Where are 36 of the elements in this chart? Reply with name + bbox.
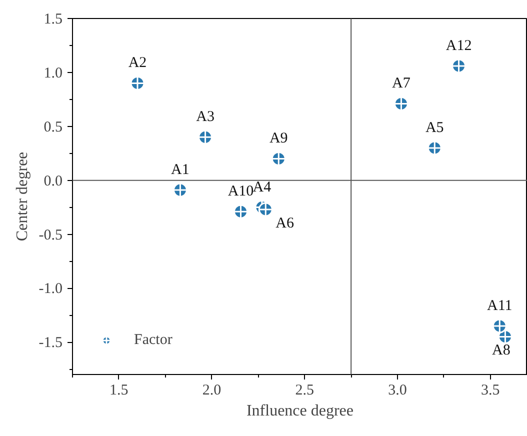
annotation: A1 (171, 162, 190, 178)
annotation: A6 (276, 215, 294, 232)
annotation: A10 (228, 184, 254, 200)
legend-label: Factor (134, 332, 172, 348)
x-tick-label: 3.5 (480, 382, 500, 398)
y-tick-label: -1.5 (38, 335, 63, 352)
y-tick-label: -0.5 (38, 227, 63, 244)
x-tick-label: 3.0 (388, 382, 407, 398)
point (258, 202, 273, 217)
annotation: A11 (487, 298, 512, 314)
y-tick-label: -1.0 (38, 281, 63, 298)
point (234, 204, 248, 219)
annotation: A7 (392, 76, 411, 92)
y-tick-label: 1.0 (44, 65, 62, 82)
x-tick-label: 1.5 (110, 382, 128, 398)
y-tick-label: 0.5 (44, 119, 62, 136)
annotation: A5 (425, 120, 444, 136)
point (427, 140, 442, 156)
point (492, 318, 507, 334)
x-tick-label: 2.5 (295, 382, 314, 398)
annotation: A12 (446, 38, 472, 54)
annotation: A2 (128, 55, 147, 72)
point (452, 58, 466, 74)
point (198, 130, 213, 144)
annotation: A9 (269, 130, 288, 147)
point (130, 76, 145, 90)
x-axis-title: Influence degree (246, 402, 354, 420)
point (394, 96, 408, 111)
annotation: A3 (196, 109, 214, 126)
y-axis-title: Center degree (14, 152, 31, 242)
x-tick-label: 2.0 (202, 382, 222, 398)
point (271, 151, 286, 166)
annotation: A8 (492, 342, 510, 359)
y-tick-label: 1.5 (44, 12, 62, 28)
annotation: A4 (252, 179, 272, 196)
y-tick-label: 0.0 (44, 173, 62, 190)
